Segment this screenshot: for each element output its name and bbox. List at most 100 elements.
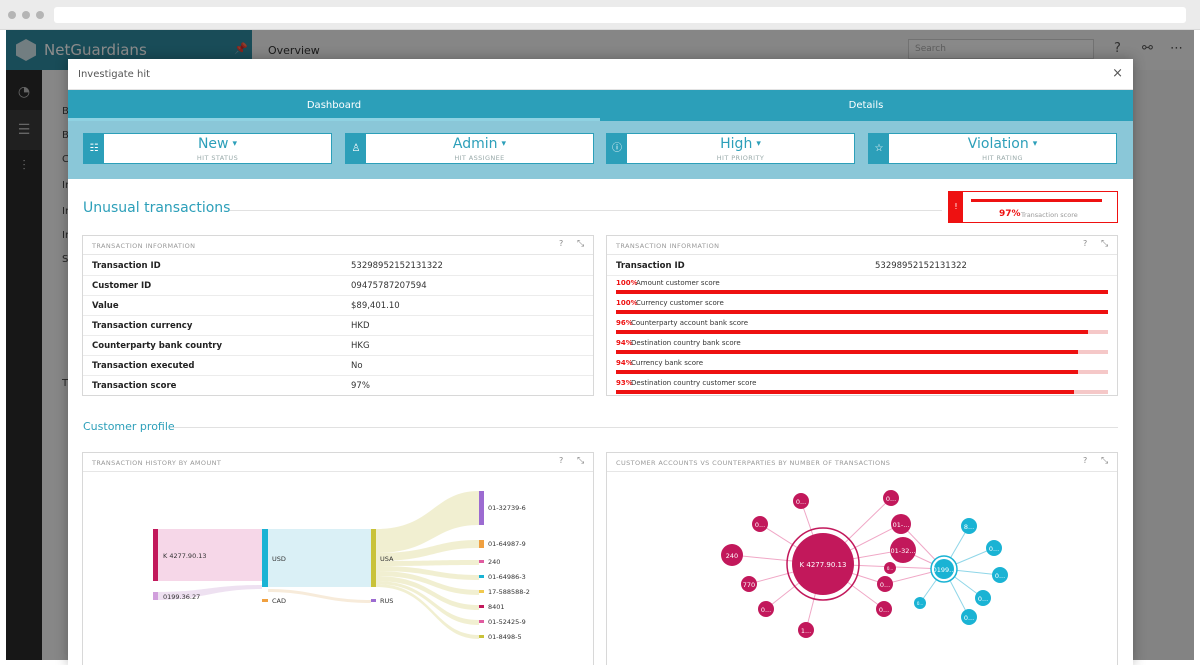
table-row: Transaction currency HKD <box>83 316 593 336</box>
network-node-label: 770 <box>743 581 755 589</box>
help-icon[interactable]: ? <box>1083 456 1088 465</box>
sankey-label: 17-588588-2 <box>488 588 530 596</box>
list-item[interactable]: In <box>62 230 72 241</box>
network-node[interactable] <box>891 514 911 534</box>
expand-icon[interactable]: ⤡ <box>577 239 585 249</box>
hit-status-select[interactable]: ☷ New ▾ HIT STATUS <box>83 133 332 164</box>
page-title: Overview <box>268 44 320 57</box>
sankey-node[interactable] <box>153 529 158 581</box>
sankey-node[interactable] <box>479 620 484 623</box>
list-item[interactable]: C <box>62 154 69 165</box>
sankey-chart: K 4277.90.13 0199.36.27 USD CAD USA RUS … <box>153 491 530 641</box>
network-node[interactable] <box>975 590 991 606</box>
score-name: Currency bank score <box>631 359 704 367</box>
user-icon: ♙ <box>346 134 366 163</box>
network-node[interactable] <box>914 597 926 609</box>
network-node[interactable] <box>752 516 768 532</box>
network-node-label: 240 <box>726 552 738 560</box>
sankey-label: 01-32739-6 <box>488 504 526 512</box>
tab-details[interactable]: Details <box>848 100 884 111</box>
sankey-flow <box>268 529 371 587</box>
sankey-label: 01-8498-5 <box>488 633 522 641</box>
network-node[interactable] <box>793 493 809 509</box>
search-input[interactable]: Search <box>908 39 1094 59</box>
sankey-node[interactable] <box>371 599 376 602</box>
list-item[interactable]: B <box>62 106 69 117</box>
network-node[interactable] <box>792 533 854 595</box>
table-row: Transaction ID 53298952152131322 <box>83 256 593 276</box>
network-node-label: K 4277.90.13 <box>800 561 847 569</box>
sankey-node[interactable] <box>371 529 376 587</box>
panel-title: TRANSACTION INFORMATION <box>616 242 720 250</box>
sankey-node[interactable] <box>479 560 484 563</box>
table-row: Counterparty bank country HKG <box>83 336 593 356</box>
sankey-node[interactable] <box>479 491 484 525</box>
more-icon[interactable]: ⋯ <box>1170 41 1183 56</box>
network-node[interactable] <box>798 622 814 638</box>
sankey-node[interactable] <box>479 605 484 608</box>
expand-icon[interactable]: ⤡ <box>577 456 585 466</box>
hit-priority-select[interactable]: ⓘ High ▾ HIT PRIORITY <box>606 133 855 164</box>
network-node[interactable] <box>992 567 1008 583</box>
expand-icon[interactable]: ⤡ <box>1101 239 1109 249</box>
network-node[interactable] <box>884 562 896 574</box>
score-percent: 100% <box>616 299 638 307</box>
network-node[interactable] <box>876 601 892 617</box>
transaction-score-value: 97% <box>999 209 1021 219</box>
address-bar[interactable] <box>54 7 1186 23</box>
hit-rating-select[interactable]: ☆ Violation ▾ HIT RATING <box>868 133 1117 164</box>
score-bar-track <box>616 310 1108 314</box>
close-icon[interactable]: × <box>1112 66 1123 81</box>
network-node[interactable] <box>961 518 977 534</box>
table-row: Customer ID 09475787207594 <box>83 276 593 296</box>
sliders-icon[interactable]: ⫶ <box>22 158 26 174</box>
network-node[interactable] <box>961 609 977 625</box>
hit-status-value: New <box>197 136 229 152</box>
sankey-flow <box>268 589 371 603</box>
sankey-node[interactable] <box>479 540 484 548</box>
network-node-label: 0... <box>989 545 999 553</box>
hit-assignee-select[interactable]: ♙ Admin ▾ HIT ASSIGNEE <box>345 133 594 164</box>
network-node-label: 0199... <box>933 566 956 574</box>
network-node[interactable] <box>877 576 893 592</box>
network-node[interactable] <box>758 601 774 617</box>
network-node[interactable] <box>741 576 757 592</box>
pin-icon[interactable]: 📌 <box>234 42 248 55</box>
dashboard-gauge-icon[interactable]: ◔ <box>17 84 31 100</box>
list-icon[interactable]: ☰ <box>17 122 31 138</box>
list-item[interactable]: B <box>62 130 69 141</box>
sankey-node[interactable] <box>262 529 268 587</box>
list-item[interactable]: S <box>62 254 69 265</box>
sankey-node[interactable] <box>479 635 484 638</box>
sankey-node[interactable] <box>479 575 484 578</box>
score-percent: 94% <box>616 359 633 367</box>
network-node-label: 0... <box>978 595 988 603</box>
help-icon[interactable]: ? <box>559 239 564 248</box>
score-bar-fill <box>616 350 1079 354</box>
sankey-node[interactable] <box>262 599 268 602</box>
list-item[interactable]: In <box>62 180 72 191</box>
network-node[interactable] <box>890 537 916 563</box>
network-node-label: 0... <box>964 614 974 622</box>
window-dot-icon <box>8 11 16 19</box>
sankey-node[interactable] <box>479 590 484 593</box>
hit-status-label: HIT STATUS <box>196 154 239 162</box>
network-node[interactable] <box>986 540 1002 556</box>
link-icon[interactable]: ⚯ <box>1142 41 1153 56</box>
star-icon: ☆ <box>869 134 889 163</box>
score-row: 100% Currency customer score <box>616 297 1108 317</box>
panel-title: TRANSACTION HISTORY BY AMOUNT <box>92 459 222 467</box>
help-icon[interactable]: ? <box>1114 41 1121 56</box>
score-bar-track <box>616 290 1108 294</box>
help-icon[interactable]: ? <box>559 456 564 465</box>
tab-dashboard[interactable]: Dashboard <box>68 90 600 121</box>
network-node[interactable] <box>934 559 954 579</box>
network-graph: K 4277.90.13 0199... 0... <box>721 490 1008 638</box>
help-icon[interactable]: ? <box>1083 239 1088 248</box>
network-node[interactable] <box>883 490 899 506</box>
expand-icon[interactable]: ⤡ <box>1101 456 1109 466</box>
network-node[interactable] <box>721 544 743 566</box>
list-item[interactable]: In <box>62 206 72 217</box>
sankey-node[interactable] <box>153 592 158 600</box>
score-row: 94% Destination country bank score <box>616 337 1108 357</box>
